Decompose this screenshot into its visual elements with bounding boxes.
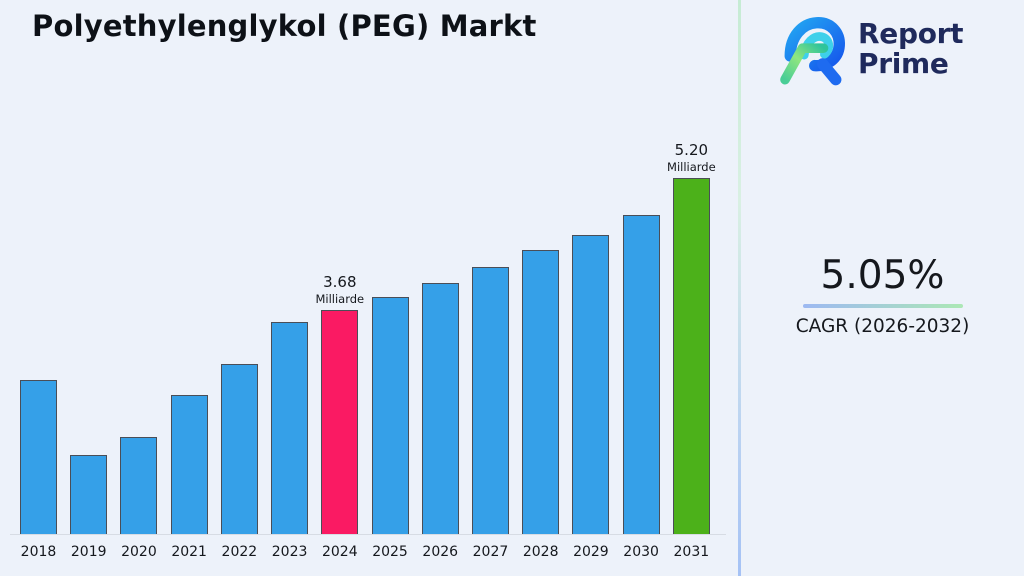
x-tick-2024: 2024	[321, 544, 358, 560]
bar-2028	[522, 249, 560, 534]
x-tick-2030: 2030	[623, 544, 659, 560]
bar-2025	[371, 296, 409, 534]
unit-text: Milliarde	[667, 159, 716, 174]
cagr-block: 5.05% CAGR (2026-2032)	[741, 253, 1024, 338]
x-tick-2018: 2018	[20, 544, 57, 560]
bar-2020	[120, 436, 158, 534]
chart-plot-area: 3.68 Milliarde 5.20 Milliarde	[20, 121, 716, 534]
value-text: 5.20	[674, 140, 709, 159]
bar-2024: 3.68 Milliarde	[315, 273, 364, 534]
report-prime-logo-icon	[780, 17, 845, 86]
x-axis-line	[10, 534, 726, 535]
bar-2019	[70, 454, 108, 534]
value-text: 3.68	[323, 272, 357, 291]
bar-2018	[20, 380, 57, 534]
page-title: Polyethylenglykol (PEG) Markt	[32, 9, 537, 43]
x-tick-2021: 2021	[171, 544, 207, 560]
cagr-underline	[802, 304, 963, 308]
bar-2022	[220, 364, 258, 534]
bar-2029	[572, 234, 610, 534]
cagr-value: 5.05%	[820, 253, 945, 298]
bar-2027	[471, 267, 509, 534]
unit-text: Milliarde	[315, 291, 365, 306]
bar-value-label-2031: 5.20 Milliarde	[667, 140, 716, 174]
x-tick-2019: 2019	[70, 544, 107, 560]
x-tick-2023: 2023	[271, 544, 308, 560]
bar-2023	[271, 321, 309, 534]
x-tick-2022: 2022	[221, 544, 258, 560]
brand-name: Report Prime	[858, 17, 964, 80]
x-tick-2025: 2025	[372, 544, 408, 560]
x-tick-2029: 2029	[573, 544, 609, 560]
bar-value-label-2024: 3.68 Milliarde	[315, 272, 365, 306]
x-tick-2031: 2031	[673, 544, 710, 560]
x-tick-2027: 2027	[472, 544, 509, 560]
x-tick-2028: 2028	[522, 544, 559, 560]
bar-chart: 3.68 Milliarde 5.20 Milliarde 2018 2019 2020 2…	[10, 121, 726, 560]
brand-name-top: Report	[858, 17, 964, 50]
brand-name-bottom: Prime	[858, 47, 949, 80]
bar-2026	[421, 282, 459, 534]
panel-divider	[738, 0, 741, 576]
x-tick-2020: 2020	[121, 544, 157, 560]
x-tick-2026: 2026	[422, 544, 459, 560]
right-panel: Report Prime 5.05% CAGR (2026-2032)	[741, 0, 1024, 576]
x-axis-labels: 2018 2019 2020 2021 2022 2023 2024 2025 2026 2027…	[20, 544, 710, 560]
bar-2021	[170, 394, 208, 534]
cagr-label: CAGR (2026-2032)	[795, 316, 970, 337]
brand-logo: Report Prime	[778, 10, 964, 88]
bar-2030	[622, 214, 660, 534]
bar-2031: 5.20 Milliarde	[667, 141, 716, 534]
